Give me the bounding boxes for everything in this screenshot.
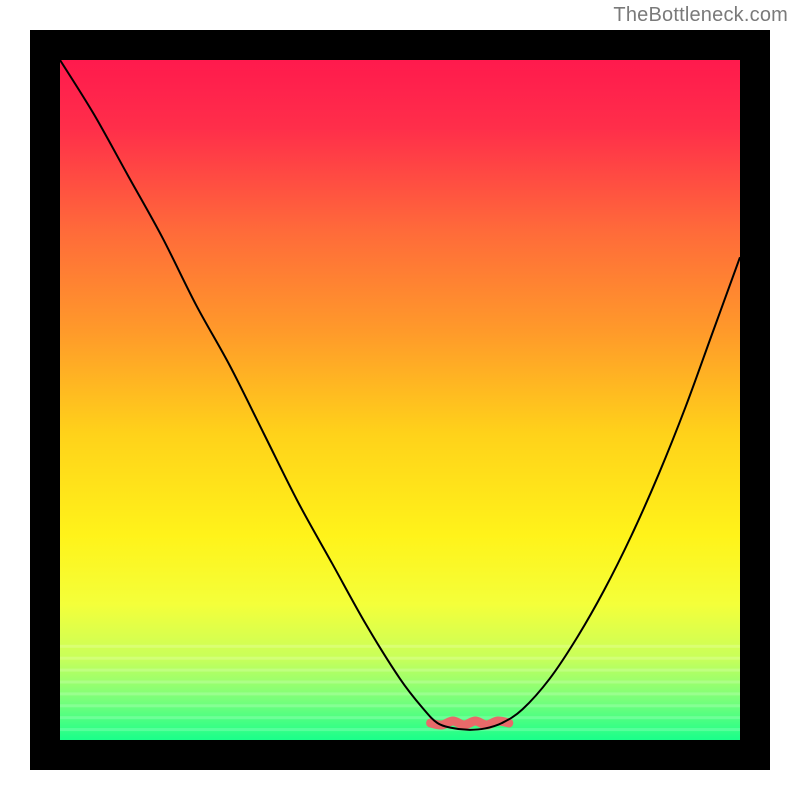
gradient-background	[60, 60, 740, 740]
bottom-bands	[60, 645, 740, 743]
chart-frame: TheBottleneck.com	[0, 0, 800, 800]
watermark-text: TheBottleneck.com	[613, 4, 788, 27]
bottleneck-chart	[0, 0, 800, 800]
